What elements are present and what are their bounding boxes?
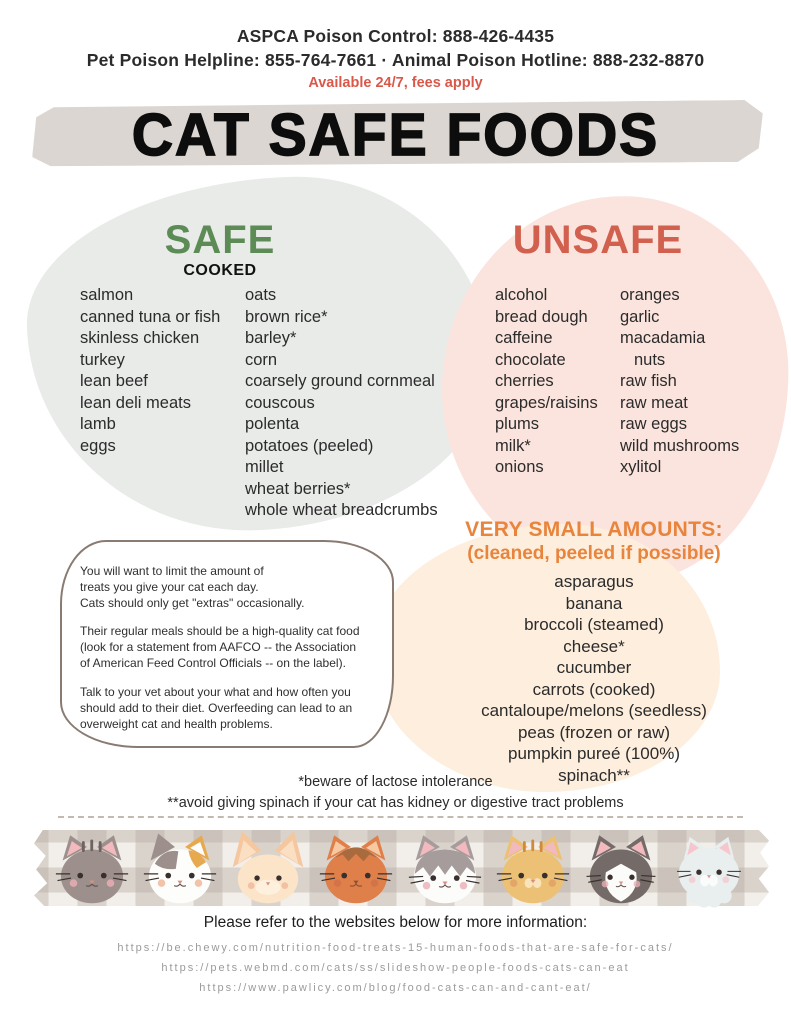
cat-face-calico-icon [138,828,222,908]
cat-face-tuxedo-icon [579,828,663,908]
safe-food-item: whole wheat breadcrumbs [245,501,438,519]
safe-food-item: eggs [80,436,116,455]
amounts-blob-background [372,524,720,792]
advice-paragraph: You will want to limit the amount of tre… [80,564,305,610]
unsafe-list-column-1: alcohol bread dough caffeine chocolate c… [495,285,598,479]
unsafe-food-item: onions [495,458,544,476]
safe-food-item: canned tuna or fish [80,307,221,326]
amounts-food-item: peas (frozen or raw) [517,722,671,742]
amounts-food-item: cucumber [556,658,632,677]
unsafe-food-item: alcohol [495,286,548,304]
amounts-food-item: spinach** [558,765,630,785]
feeding-advice-box: You will want to limit the amount of tre… [60,540,394,749]
safe-food-item: brown rice* [245,307,328,326]
amounts-food-item: cantaloupe/melons (seedless) [481,701,707,720]
safe-food-item: wheat berries* [245,479,351,498]
cat-face-gray-white-icon [403,828,487,908]
cat-face-orange-tabby-icon [314,828,398,908]
advice-paragraph: Talk to your vet about your what and how… [80,684,353,731]
reference-url-chewy[interactable]: https://be.chewy.com/nutrition-food-trea… [117,942,674,954]
amounts-heading: VERY SMALL AMOUNTS: [465,518,723,541]
safe-food-item: lean beef [80,372,148,390]
safe-food-item: polenta [245,415,300,433]
very-small-amounts-section: VERY SMALL AMOUNTS: (cleaned, peeled if … [398,518,790,786]
reference-url-webmd[interactable]: https://pets.webmd.com/cats/ss/slideshow… [161,962,630,974]
amounts-food-item: banana [565,593,623,613]
unsafe-food-item: caffeine [495,329,553,347]
amounts-list: asparagus banana broccoli (steamed) chee… [398,571,790,786]
safe-food-item: skinless chicken [80,329,200,347]
cat-face-fluffy-white-icon [667,828,751,908]
unsafe-food-item: cherries [495,372,554,390]
cat-face-gray-tabby-icon [50,828,134,908]
unsafe-heading: UNSAFE [512,218,684,262]
safe-food-item: oats [245,286,277,304]
unsafe-food-item: garlic [620,307,660,326]
safe-heading: SAFE [164,218,276,262]
safe-list-column-2: oats brown rice* barley* corn coarsely g… [245,285,438,522]
safe-subheading: COOKED [183,262,257,279]
amounts-food-item: broccoli (steamed) [524,615,664,634]
unsafe-food-item: raw eggs [620,415,687,433]
unsafe-food-item: grapes/raisins [495,393,598,412]
unsafe-food-item: nuts [634,350,666,369]
reference-url-pawlicy[interactable]: https://www.pawlicy.com/blog/food-cats-c… [199,982,592,994]
cat-face-cream-sphynx-icon [226,828,310,908]
safe-food-item: turkey [80,350,125,369]
safe-food-item: barley* [245,329,297,347]
safe-list-column-1: salmon canned tuna or fish skinless chic… [80,285,220,457]
safe-food-item: coarsely ground cornmeal [245,372,435,390]
unsafe-food-item: bread dough [495,307,588,326]
amounts-food-item: carrots (cooked) [532,679,656,699]
safe-food-item: millet [245,458,284,476]
safe-food-item: corn [245,350,278,369]
safe-food-item: potatoes (peeled) [245,436,374,455]
unsafe-list-column-2: oranges garlic macadamia nuts raw fish r… [620,285,739,479]
footer-intro: Please refer to the websites below for m… [203,914,588,931]
unsafe-food-item: raw fish [620,372,677,390]
advice-paragraph: Their regular meals should be a high-qua… [80,624,360,671]
unsafe-food-item: wild mushrooms [620,436,740,455]
unsafe-food-item: plums [495,415,540,433]
safe-food-item: lean deli meats [80,393,191,412]
unsafe-food-item: milk* [495,436,531,455]
amounts-subheading: (cleaned, peeled if possible) [467,543,721,564]
unsafe-food-item: oranges [620,286,680,304]
amounts-food-item: cheese* [563,636,625,656]
unsafe-food-item: chocolate [495,350,566,369]
amounts-food-item: asparagus [554,572,634,591]
cat-illustration-row [50,818,751,908]
unsafe-food-item: macadamia [620,329,706,347]
footnote-lactose: *beware of lactose intolerance [298,774,493,790]
safe-food-item: lamb [80,415,116,433]
ribbon-stitch-line [58,816,743,818]
helpline-line: Pet Poison Helpline: 855-764-7661 · Anim… [86,50,705,70]
cat-face-golden-tabby-icon [491,828,575,908]
safe-food-item: couscous [245,393,315,412]
safe-food-item: salmon [80,286,134,304]
page-title: CAT SAFE FOODS [131,101,660,169]
amounts-food-item: pumpkin pureé (100%) [508,744,680,763]
poison-control-line: ASPCA Poison Control: 888-426-4435 [236,26,555,46]
unsafe-food-item: xylitol [620,458,662,476]
unsafe-food-item: raw meat [620,393,688,412]
availability-note: Available 24/7, fees apply [308,75,483,91]
footnote-spinach: **avoid giving spinach if your cat has k… [167,795,624,811]
